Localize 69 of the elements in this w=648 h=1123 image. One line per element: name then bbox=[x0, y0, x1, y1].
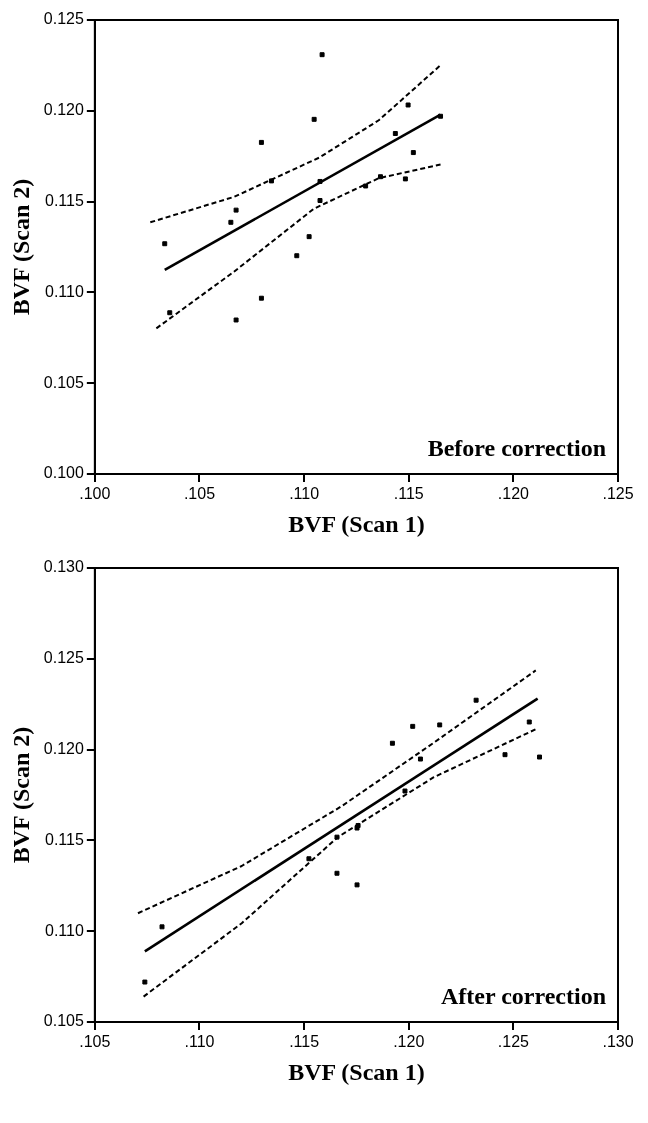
point bbox=[402, 788, 408, 794]
point bbox=[437, 722, 443, 728]
x-axis-title: BVF (Scan 1) bbox=[288, 510, 425, 537]
point bbox=[410, 150, 416, 156]
point bbox=[410, 723, 416, 729]
point bbox=[389, 740, 395, 746]
point bbox=[258, 295, 264, 301]
y-tick-label: 0.105 bbox=[43, 1012, 84, 1030]
annotation: Before correction bbox=[427, 435, 606, 462]
point bbox=[142, 979, 148, 985]
point bbox=[233, 317, 239, 323]
point bbox=[311, 116, 317, 122]
x-tick-label: .105 bbox=[183, 485, 216, 503]
y-axis-title: BVF (Scan 2) bbox=[7, 726, 34, 864]
point bbox=[363, 183, 369, 189]
y-tick-label: 0.105 bbox=[43, 373, 84, 391]
x-tick-label: .110 bbox=[184, 1033, 215, 1051]
line-series bbox=[155, 163, 442, 330]
x-tick-label: .105 bbox=[79, 1033, 111, 1051]
point bbox=[473, 697, 479, 703]
x-tick-label: .120 bbox=[497, 485, 530, 503]
point bbox=[294, 253, 300, 259]
point bbox=[268, 178, 274, 184]
point bbox=[159, 924, 165, 930]
point bbox=[233, 207, 239, 213]
y-axis-title: BVF (Scan 2) bbox=[7, 178, 34, 316]
y-tick-label: 0.100 bbox=[43, 464, 84, 482]
x-axis-title: BVF (Scan 1) bbox=[288, 1058, 425, 1085]
y-tick-label: 0.120 bbox=[43, 101, 84, 119]
y-tick-label: 0.120 bbox=[43, 740, 84, 758]
point bbox=[438, 113, 444, 119]
point bbox=[378, 174, 383, 180]
x-tick-label: .125 bbox=[602, 485, 634, 503]
point bbox=[334, 834, 340, 840]
x-tick-label: .125 bbox=[497, 1033, 530, 1051]
y-tick-label: 0.110 bbox=[44, 921, 84, 939]
y-tick-label: 0.110 bbox=[44, 282, 84, 300]
y-tick-label: 0.125 bbox=[43, 649, 84, 667]
y-tick-label: 0.115 bbox=[44, 192, 84, 210]
point bbox=[392, 131, 398, 136]
point bbox=[317, 198, 323, 203]
point bbox=[317, 178, 323, 184]
point bbox=[306, 856, 312, 862]
x-tick-label: .100 bbox=[79, 485, 111, 503]
point bbox=[167, 310, 173, 316]
point bbox=[334, 870, 340, 876]
point bbox=[417, 756, 423, 762]
annotation: After correction bbox=[440, 983, 606, 1010]
point bbox=[319, 52, 325, 58]
point bbox=[502, 752, 508, 758]
point bbox=[405, 102, 411, 108]
x-tick-label: .130 bbox=[602, 1033, 634, 1051]
line-series bbox=[149, 64, 442, 224]
x-tick-label: .115 bbox=[289, 1033, 320, 1051]
point bbox=[258, 139, 264, 145]
point bbox=[354, 882, 360, 888]
line-series bbox=[136, 669, 537, 915]
x-tick-label: .120 bbox=[393, 1033, 425, 1051]
point bbox=[228, 219, 234, 225]
y-tick-label: 0.115 bbox=[44, 830, 84, 848]
point bbox=[537, 754, 543, 760]
y-tick-label: 0.130 bbox=[43, 558, 84, 576]
point bbox=[162, 241, 168, 247]
y-tick-label: 0.125 bbox=[43, 10, 84, 28]
point bbox=[526, 719, 532, 725]
x-tick-label: .110 bbox=[289, 485, 320, 503]
x-tick-label: .115 bbox=[393, 485, 424, 503]
point bbox=[402, 176, 408, 182]
point bbox=[306, 234, 312, 240]
